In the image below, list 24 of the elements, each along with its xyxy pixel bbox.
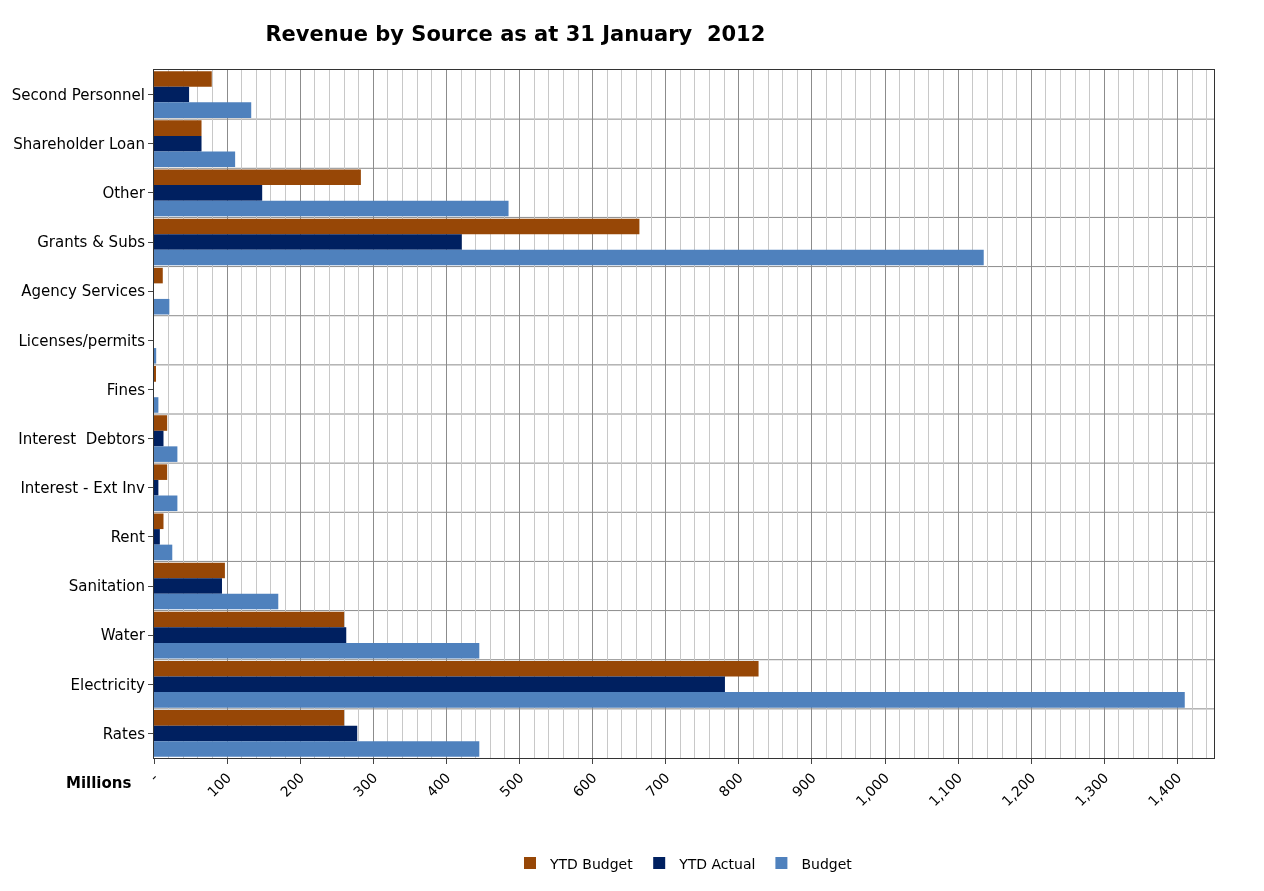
x-tick-label: 600 — [569, 769, 600, 800]
x-tick-label: - — [146, 769, 162, 785]
y-tick-label: Other — [102, 184, 146, 203]
y-tick-label: Rates — [102, 724, 146, 743]
x-tick-label: 700 — [642, 769, 673, 800]
legend-label: Budget — [801, 855, 853, 872]
x-axis-title: Millions — [66, 774, 132, 792]
y-tick-label: Agency Services — [21, 282, 146, 301]
x-tick-label: 400 — [423, 769, 454, 800]
legend-label: YTD Budget — [549, 855, 634, 872]
y-tick-label: Water — [100, 626, 146, 645]
y-tick-label: Rent — [110, 528, 146, 547]
y-tick-label: Second Personnel — [11, 85, 145, 104]
y-tick-label: Electricity — [70, 675, 146, 694]
y-tick-label: Fines — [106, 380, 146, 399]
x-tick-label: 800 — [715, 769, 746, 800]
y-tick-label: Sanitation — [68, 577, 145, 596]
y-tick-label: Licenses/permits — [18, 331, 146, 350]
y-tick-label: Interest Debtors — [18, 429, 146, 448]
legend-label: YTD Actual — [678, 855, 756, 872]
chart-title: Revenue by Source as at 31 January 2012 — [265, 22, 766, 47]
y-tick-label: Grants & Subs — [37, 233, 146, 252]
y-tick-label: Interest - Ext Inv — [20, 478, 146, 497]
y-tick-label: Shareholder Loan — [13, 134, 145, 153]
